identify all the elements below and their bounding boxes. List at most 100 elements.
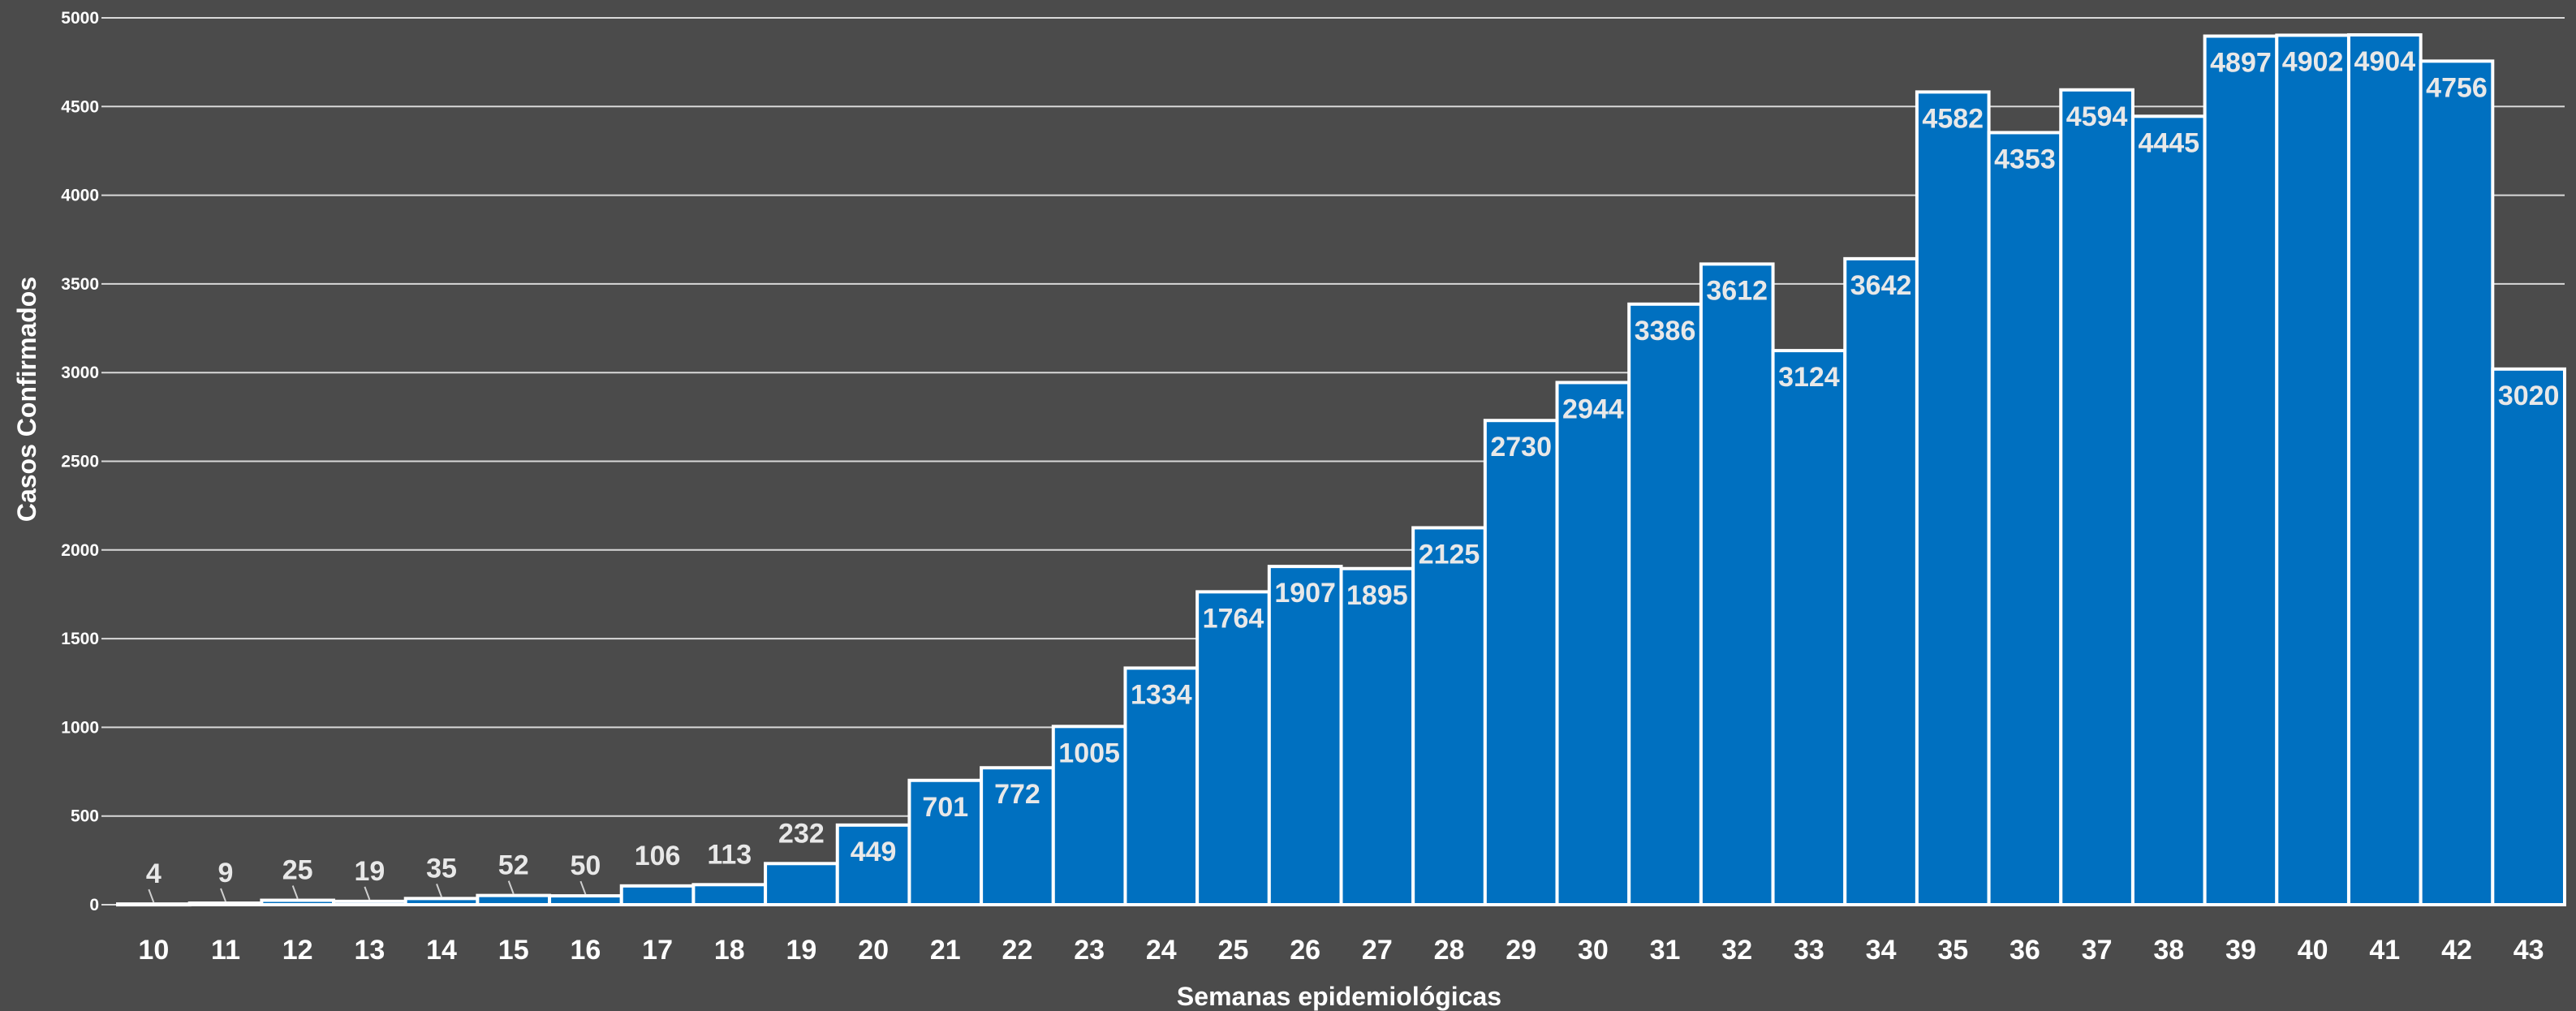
y-tick-label: 0 <box>89 896 99 914</box>
data-label: 4897 <box>2210 48 2272 79</box>
bar <box>1051 725 1127 906</box>
label-leader-line <box>579 880 587 895</box>
x-tick-label: 31 <box>1650 935 1681 966</box>
data-label: 4353 <box>1994 144 2056 174</box>
label-leader-line <box>148 888 155 903</box>
x-tick-label: 20 <box>858 935 889 966</box>
data-label: 113 <box>707 839 752 870</box>
label-leader-line <box>291 885 299 899</box>
bar <box>1123 666 1200 906</box>
x-axis-title: Semanas epidemiológicas <box>1177 982 1501 1011</box>
y-tick-label: 2500 <box>61 453 99 471</box>
x-tick-label: 11 <box>211 935 240 966</box>
x-tick-label: 35 <box>1937 935 1968 966</box>
bar <box>1195 590 1271 906</box>
y-tick-label: 1000 <box>61 718 99 737</box>
x-tick-label: 28 <box>1434 935 1465 966</box>
bar <box>1627 302 1703 907</box>
x-tick-label: 18 <box>714 935 745 966</box>
bar <box>835 823 911 906</box>
bar <box>1915 90 1991 906</box>
bar <box>260 898 336 907</box>
x-tick-label: 23 <box>1074 935 1105 966</box>
bar <box>764 862 839 906</box>
y-axis-ticks: 0 500 1000 1500 2000 2500 3000 3500 4000 4500 5000 <box>61 9 99 914</box>
x-tick-label: 40 <box>2298 935 2328 966</box>
data-label: 4 <box>146 858 162 889</box>
x-tick-label: 38 <box>2153 935 2184 966</box>
label-leader-line <box>220 888 226 902</box>
data-label: 3020 <box>2498 381 2560 411</box>
bar <box>1411 526 1487 906</box>
bar <box>403 897 480 906</box>
y-tick-label: 3500 <box>61 275 99 294</box>
data-label: 9 <box>218 858 234 888</box>
x-tick-label: 10 <box>138 935 169 966</box>
data-label: 232 <box>778 818 825 849</box>
data-label: 25 <box>282 855 313 886</box>
bar <box>2059 88 2134 907</box>
y-tick-label: 4500 <box>61 97 99 116</box>
x-tick-label: 15 <box>498 935 529 966</box>
data-label: 4756 <box>2426 72 2488 103</box>
data-label: 3386 <box>1635 316 1696 346</box>
label-leader-line <box>436 883 442 897</box>
x-tick-label: 22 <box>1002 935 1033 966</box>
data-label: 2125 <box>1419 539 1480 570</box>
y-tick-label: 500 <box>71 807 99 826</box>
x-tick-label: 41 <box>2369 935 2400 966</box>
bar <box>2275 33 2350 906</box>
x-tick-label: 19 <box>786 935 817 966</box>
y-tick-label: 2000 <box>61 541 99 560</box>
data-label: 2730 <box>1490 432 1552 462</box>
bar <box>1771 349 1847 906</box>
data-label: 4445 <box>2138 127 2199 158</box>
x-axis-ticks: 10 11 12 13 14 15 16 17 18 19 20 21 22 23 24 25 26 27 28 29… <box>138 935 2544 966</box>
data-label: 1764 <box>1203 603 1264 634</box>
bar <box>2346 32 2423 907</box>
data-label: 19 <box>354 856 385 887</box>
data-label: 1907 <box>1274 578 1336 609</box>
x-tick-label: 30 <box>1578 935 1609 966</box>
bar <box>187 901 264 906</box>
bars <box>116 32 2566 907</box>
x-tick-label: 32 <box>1721 935 1752 966</box>
x-tick-label: 26 <box>1290 935 1320 966</box>
bar <box>2130 114 2207 906</box>
x-tick-label: 34 <box>1866 935 1897 966</box>
bar <box>1339 566 1415 906</box>
y-tick-label: 1500 <box>61 630 99 648</box>
bar <box>1555 381 1631 906</box>
bar <box>691 883 768 907</box>
label-leader-lines <box>148 880 587 903</box>
bar <box>619 884 696 906</box>
x-tick-label: 21 <box>930 935 961 966</box>
gridlines <box>101 17 2565 906</box>
y-tick-label: 5000 <box>61 9 99 28</box>
data-label: 4594 <box>2066 101 2128 132</box>
data-label: 4904 <box>2354 46 2415 77</box>
x-tick-label: 42 <box>2441 935 2472 966</box>
label-leader-line <box>507 880 515 894</box>
y-tick-label: 3000 <box>61 364 99 382</box>
x-tick-label: 17 <box>642 935 673 966</box>
bar <box>907 778 984 907</box>
x-tick-label: 12 <box>282 935 313 966</box>
data-label: 449 <box>851 837 897 867</box>
data-label: 106 <box>635 841 681 871</box>
x-tick-label: 29 <box>1506 935 1536 966</box>
bar <box>2419 59 2495 907</box>
bar <box>1987 131 2063 906</box>
bar <box>476 893 552 907</box>
data-label: 2944 <box>1562 394 1624 424</box>
y-tick-label: 4000 <box>61 187 99 205</box>
data-labels: 4 9 25 19 35 52 50 106 113 232 449 701 772 1005 1334 17… <box>146 46 2560 889</box>
data-label: 3124 <box>1778 362 1840 393</box>
x-tick-label: 24 <box>1146 935 1177 966</box>
x-tick-label: 13 <box>354 935 385 966</box>
x-tick-label: 39 <box>2225 935 2256 966</box>
x-tick-label: 37 <box>2082 935 2113 966</box>
bar <box>116 902 192 907</box>
data-label: 3612 <box>1706 275 1768 306</box>
x-tick-label: 27 <box>1362 935 1393 966</box>
